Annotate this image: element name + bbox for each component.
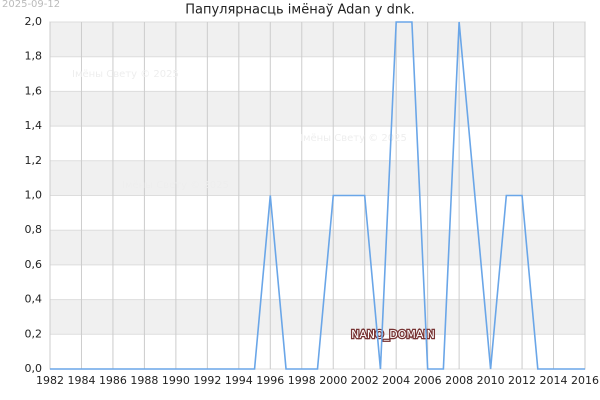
y-tick-label: 0,8 bbox=[25, 223, 43, 236]
x-tick-label: 1986 bbox=[99, 374, 127, 387]
x-tick-label: 2002 bbox=[351, 374, 379, 387]
watermark: Імёны Свету © 2025 bbox=[122, 180, 229, 191]
y-tick-label: 1,0 bbox=[25, 189, 43, 202]
domain-label: NANO_DOMAIN bbox=[351, 328, 435, 341]
x-tick-label: 2010 bbox=[477, 374, 505, 387]
y-tick-label: 0,2 bbox=[25, 327, 43, 340]
x-tick-label: 2000 bbox=[319, 374, 347, 387]
watermark: Імёны Свету © 2025 bbox=[72, 69, 179, 80]
grid-band bbox=[50, 22, 585, 57]
x-tick-label: 2016 bbox=[571, 374, 599, 387]
x-tick-label: 1992 bbox=[193, 374, 221, 387]
x-tick-label: 1994 bbox=[225, 374, 253, 387]
line bbox=[50, 21, 585, 370]
grid-band bbox=[50, 91, 585, 127]
y-tick-label: 2,0 bbox=[25, 15, 43, 28]
y-tick-label: 1,8 bbox=[25, 50, 43, 63]
grid-band bbox=[50, 230, 585, 265]
chart-title: Папулярнасць імёнаў Adan у dnk. bbox=[185, 3, 415, 18]
watermark: Імёны Свету © 2025 bbox=[300, 133, 407, 144]
x-tick-label: 2006 bbox=[414, 374, 442, 387]
y-tick-label: 1,2 bbox=[25, 154, 43, 167]
x-tick-label: 2012 bbox=[508, 374, 536, 387]
x-tick-label: 2008 bbox=[445, 374, 473, 387]
x-tick-label: 1984 bbox=[67, 374, 95, 387]
y-tick-label: 1,6 bbox=[25, 84, 43, 97]
grid-band bbox=[50, 160, 585, 196]
y-tick-label: 0,0 bbox=[25, 362, 43, 375]
y-tick-label: 1,4 bbox=[25, 119, 43, 132]
y-tick-label: 0,6 bbox=[25, 258, 43, 271]
x-tick-label: 1996 bbox=[256, 374, 284, 387]
date-stamp: 2025-09-12 bbox=[2, 0, 60, 10]
x-tick-label: 1988 bbox=[130, 374, 158, 387]
x-tick-label: 1998 bbox=[288, 374, 316, 387]
x-tick-label: 2004 bbox=[382, 374, 410, 387]
y-tick-label: 0,4 bbox=[25, 293, 43, 306]
grid-band bbox=[50, 299, 585, 335]
x-tick-label: 2014 bbox=[540, 374, 568, 387]
x-tick-label: 1990 bbox=[162, 374, 190, 387]
x-tick-label: 1982 bbox=[36, 374, 64, 387]
